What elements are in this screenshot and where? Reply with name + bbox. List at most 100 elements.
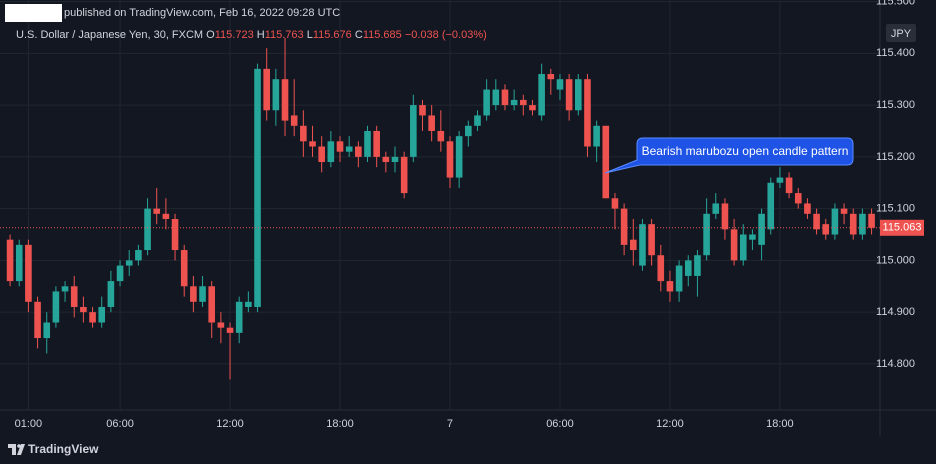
candle-body: [34, 301, 41, 339]
redaction-box: [5, 4, 62, 22]
candle-body: [813, 213, 820, 230]
candle-body: [190, 286, 197, 302]
candle-body: [602, 125, 610, 199]
candle-body: [226, 327, 234, 333]
y-tick-label: 114.800: [876, 358, 915, 370]
candle-body: [80, 306, 87, 313]
candle-body: [574, 79, 582, 111]
candle-body: [52, 291, 60, 323]
candle-body: [89, 312, 96, 323]
y-tick-label: 115.000: [876, 254, 915, 266]
candle-body: [400, 156, 408, 194]
y-tick-label: 115.100: [876, 203, 915, 215]
ohlc-value: 115.723: [215, 29, 254, 41]
grid: [0, 0, 880, 410]
candle-body: [556, 79, 564, 90]
ohlc-value: 115.676: [313, 29, 352, 41]
logo: [8, 444, 25, 455]
candle-body: [822, 224, 830, 235]
candle-body: [703, 213, 710, 256]
candles: [6, 37, 875, 380]
y-tick-label: 115.500: [876, 0, 915, 7]
candle-body: [721, 203, 729, 230]
candle-body: [162, 213, 170, 219]
candle-body: [831, 208, 839, 235]
x-tick-label: 18:00: [766, 418, 794, 430]
annotation-callout: [604, 137, 854, 174]
y-tick-label: 115.200: [876, 151, 915, 163]
candle-body: [15, 244, 23, 282]
candle-body: [804, 203, 811, 214]
x-tick-label: 06:00: [546, 418, 574, 430]
candle-body: [629, 239, 637, 251]
candle-body: [153, 208, 161, 214]
candle-body: [584, 79, 591, 147]
candle-body: [25, 244, 32, 302]
candle-body: [43, 322, 51, 339]
candle-body: [300, 125, 307, 142]
ohlc-label: C: [355, 29, 363, 41]
ohlc-label: L: [307, 29, 313, 41]
x-tick-label: 12:00: [216, 418, 244, 430]
candle-body: [785, 177, 793, 194]
candle-body: [235, 301, 243, 333]
annotation-text: Bearish marubozu open candle pattern: [642, 144, 849, 158]
candle-body: [648, 224, 655, 256]
candle-body: [767, 182, 775, 230]
logo-mark: [8, 444, 16, 455]
candle-body: [180, 250, 188, 287]
ohlc-value: 115.763: [265, 29, 304, 41]
candle-body: [446, 141, 454, 178]
candle-body: [125, 260, 133, 266]
brand: TradingView: [28, 442, 99, 456]
candle-body: [61, 286, 69, 292]
candle-body: [391, 156, 399, 163]
candle-body: [107, 281, 115, 307]
candle-body: [730, 229, 738, 261]
candle-body: [116, 265, 124, 282]
candle-body: [868, 213, 875, 228]
candle-body: [520, 99, 527, 106]
logo-slash: [17, 444, 25, 455]
candle-body: [849, 213, 857, 235]
candle-body: [217, 322, 225, 328]
candle-body: [694, 255, 701, 276]
ohlc-value: 115.685: [363, 29, 402, 41]
candle-body: [98, 306, 106, 323]
candle-body: [739, 234, 747, 261]
time-axis: 01:00 06:00 12:00 18:00 7 06:00 12:00 18:00: [15, 418, 794, 430]
currency: JPY: [891, 28, 912, 40]
x-tick-label: 12:00: [656, 418, 684, 430]
candle-body: [620, 208, 628, 245]
candle-body: [437, 130, 445, 142]
candle-body: [263, 68, 270, 111]
candle-body: [144, 208, 151, 251]
published-note: published on TradingView.com, Feb 16, 20…: [64, 7, 340, 19]
symbol-legend: U.S. Dollar / Japanese Yen, 30, FXCM O11…: [16, 29, 487, 41]
candle-body: [345, 146, 353, 152]
candle-body: [254, 68, 261, 307]
candle-body: [208, 286, 216, 323]
x-tick-label: 06:00: [106, 418, 134, 430]
candle-body: [657, 255, 665, 282]
candle-body: [419, 105, 426, 116]
candle-body: [684, 260, 692, 276]
candle-body: [565, 79, 573, 111]
candle-body: [6, 239, 14, 282]
candle-body: [547, 74, 555, 80]
candle-body: [749, 234, 756, 240]
candle-body: [455, 136, 463, 178]
candle-body: [794, 193, 802, 204]
candle-body: [382, 156, 390, 163]
x-tick-label: 18:00: [326, 418, 354, 430]
candle-body: [675, 265, 683, 292]
last-price-label: 115.063: [883, 222, 922, 234]
candle-body: [474, 115, 481, 126]
candle-body: [611, 198, 619, 209]
price-axis: 114.800 114.900 115.000 115.100 115.200 115.3…: [0, 0, 924, 370]
y-tick-label: 115.400: [876, 47, 915, 59]
x-tick-label: 01:00: [15, 418, 43, 430]
candle-body: [281, 79, 289, 121]
candle-body: [666, 281, 674, 292]
